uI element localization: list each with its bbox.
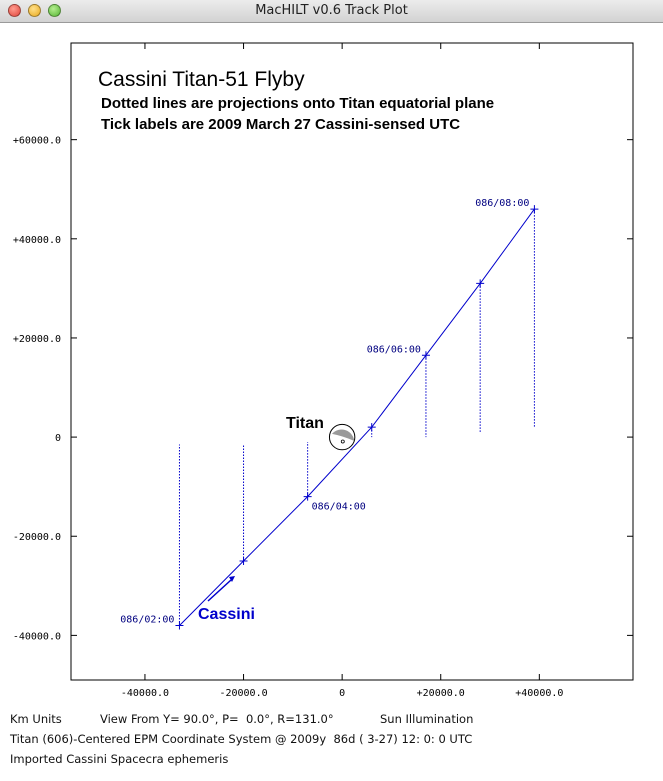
titan-disc — [328, 423, 356, 451]
titan-label: Titan — [286, 415, 324, 432]
track-point — [476, 279, 485, 288]
x-tick-label: -20000.0 — [219, 688, 267, 699]
zoom-window-button[interactable] — [48, 4, 61, 17]
x-tick-label: -40000.0 — [121, 688, 169, 699]
track-point — [239, 557, 248, 566]
titan-shaded-region — [331, 429, 355, 441]
cassini-label: Cassini — [198, 606, 255, 623]
y-tick-label: -20000.0 — [13, 532, 61, 543]
coordinate-system-text: Titan (606)-Centered EPM Coordinate Syst… — [10, 732, 473, 746]
x-tick-label: 0 — [339, 688, 345, 699]
titan-body — [328, 423, 356, 451]
window-titlebar: MacHILT v0.6 Track Plot — [0, 0, 663, 23]
cassini-track-line — [179, 208, 535, 626]
view-text: View From Y= 90.0°, P= 0.0°, R=131.0° — [100, 712, 334, 726]
time-tick-label: 086/04:00 — [312, 502, 366, 513]
x-tick-label: +40000.0 — [515, 688, 563, 699]
chart-title: Cassini Titan-51 Flyby — [98, 68, 305, 91]
track-point — [421, 351, 430, 360]
units-text: Km Units — [10, 712, 62, 726]
x-tick-label: +20000.0 — [417, 688, 465, 699]
plot-frame — [70, 42, 634, 681]
time-tick-label: 086/06:00 — [367, 344, 421, 355]
y-tick-label: -40000.0 — [13, 631, 61, 642]
projection-lines — [178, 209, 535, 626]
y-tick-label: +20000.0 — [13, 334, 61, 345]
ephemeris-text: Imported Cassini Spacecra ephemeris — [10, 752, 229, 766]
track-point — [530, 205, 539, 214]
y-tick-label: +40000.0 — [13, 235, 61, 246]
track-point — [175, 621, 184, 630]
chart-subtitle-1: Dotted lines are projections onto Titan … — [101, 95, 494, 112]
track-point — [367, 423, 376, 432]
track-series — [175, 205, 539, 630]
track-point — [303, 492, 312, 501]
subsolar-marker — [340, 439, 345, 444]
close-window-button[interactable] — [8, 4, 21, 17]
y-tick-label: 0 — [55, 433, 61, 444]
footer-line-1: Km Units View From Y= 90.0°, P= 0.0°, R=1… — [10, 712, 473, 726]
minimize-window-button[interactable] — [28, 4, 41, 17]
time-tick-label: 086/08:00 — [475, 198, 529, 209]
time-tick-label: 086/02:00 — [120, 614, 174, 625]
chart-subtitle-2: Tick labels are 2009 March 27 Cassini-se… — [101, 116, 460, 133]
illumination-text: Sun Illumination — [380, 712, 474, 726]
window-title: MacHILT v0.6 Track Plot — [255, 3, 408, 18]
y-axis: +60000.0 +40000.0 +20000.0 0 -20000.0 -40000.… — [13, 136, 633, 642]
x-axis: -40000.0 -20000.0 0 +20000.0 +40000.0 — [121, 43, 563, 699]
cassini-direction-arrow — [207, 576, 235, 602]
y-tick-label: +60000.0 — [13, 136, 61, 147]
time-labels: 086/02:00 086/04:00 086/06:00 086/08:00 — [120, 198, 529, 625]
